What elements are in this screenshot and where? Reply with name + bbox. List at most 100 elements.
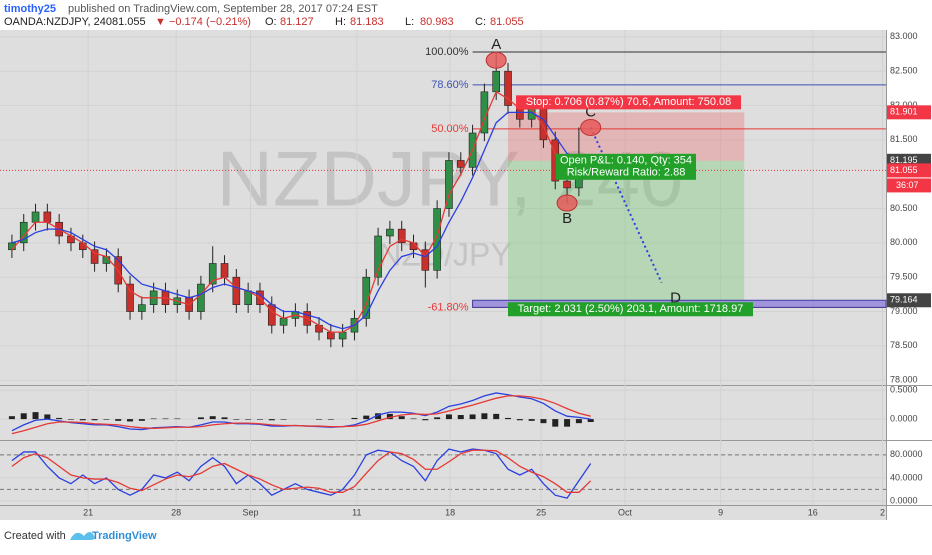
pnl-label-bg [556, 153, 697, 168]
price-tag: 81.901 [890, 107, 918, 117]
histogram-bar [245, 419, 252, 420]
histogram-bar [127, 419, 134, 422]
pattern-label: A [491, 36, 501, 53]
target-zone [508, 160, 745, 301]
stop-label: Stop: 0.706 (0.87%) 70.6, Amount: 750.08 [526, 96, 731, 108]
footer-brand[interactable]: TradingView [92, 530, 157, 542]
ohlc-value: 80.983 [420, 16, 454, 28]
fib-label: 50.00% [431, 123, 469, 135]
histogram-bar [197, 417, 204, 420]
price-tag: 79.164 [890, 295, 918, 305]
pattern-point [556, 194, 578, 212]
candle-body [208, 263, 217, 285]
histogram-bar [457, 415, 464, 420]
histogram-bar [410, 418, 417, 420]
histogram-bar [91, 419, 98, 421]
candle-body [386, 228, 394, 237]
rr-label-bg [556, 165, 697, 180]
pnl-label: Open P&L: 0.140, Qty: 354 [560, 155, 692, 167]
candle-body [126, 283, 134, 312]
histogram-bar [32, 412, 39, 420]
plot-background [0, 30, 886, 520]
y-tick-label: 82.000 [890, 100, 918, 110]
histogram-bar [256, 419, 263, 420]
pattern-point [485, 51, 507, 69]
candle-body [563, 180, 571, 189]
y-tick-label: 81.500 [890, 134, 918, 144]
histogram-bar [552, 419, 559, 427]
pattern-label: C [585, 103, 596, 120]
histogram-bar [469, 414, 476, 420]
candle-body [279, 318, 288, 326]
ohlc-label: O: [265, 16, 277, 28]
moving-average [11, 90, 591, 333]
histogram-bar [103, 419, 110, 420]
candle-body [504, 70, 512, 106]
pattern-point [580, 119, 602, 137]
candle-body [197, 283, 205, 312]
x-tick-label: 25 [536, 507, 546, 517]
ohlc-value: 81.055 [490, 16, 524, 28]
candle-body [31, 211, 40, 223]
fib-label: -61.80% [428, 301, 469, 313]
histogram-bar [528, 419, 535, 421]
x-tick-label: 18 [445, 507, 455, 517]
y-tick-label: 40.0000 [890, 472, 923, 482]
histogram-bar [67, 419, 74, 420]
histogram-bar [386, 413, 393, 420]
tradingview-logo [70, 532, 95, 540]
histogram-bar [268, 419, 275, 421]
histogram-bar [363, 415, 370, 420]
histogram-bar [575, 419, 582, 424]
candle-body [397, 228, 406, 244]
countdown-bg [887, 178, 931, 193]
ohlc-label: H: [335, 16, 346, 28]
price-tag: 81.055 [890, 165, 918, 175]
pattern-label: B [562, 210, 572, 227]
y-tick-label: 80.0000 [890, 449, 923, 459]
moving-average [11, 111, 591, 330]
candle-body [43, 211, 52, 223]
price-tag-bg [887, 105, 931, 120]
ohlc-value: 81.127 [280, 16, 314, 28]
candle-body [138, 304, 146, 312]
fib-label: 78.60% [431, 79, 469, 91]
last-price: 81.055 [112, 16, 146, 28]
histogram-bar [516, 419, 523, 421]
histogram-bar [162, 418, 169, 420]
histogram-bar [174, 418, 181, 420]
histogram-bar [445, 414, 452, 420]
published: published on TradingView.com, September … [68, 3, 378, 15]
histogram-bar [115, 419, 122, 421]
x-tick-label: 9 [718, 507, 723, 517]
y-tick-label: 78.000 [890, 375, 918, 385]
pattern-label: D [670, 290, 681, 307]
candle-body [90, 249, 99, 264]
y-tick-label: 0.0000 [890, 495, 918, 505]
y-tick-label: 80.500 [890, 203, 918, 213]
candle-body [492, 70, 501, 93]
histogram-bar [44, 414, 51, 420]
histogram-bar [56, 417, 63, 420]
ohlc-value: 81.183 [350, 16, 384, 28]
indicator-line [11, 395, 591, 435]
footer-created: Created with [4, 530, 66, 542]
price-tag-bg [887, 293, 931, 308]
y-tick-label: 79.000 [890, 306, 918, 316]
x-tick-label: Oct [618, 507, 633, 517]
projection-line [589, 127, 663, 284]
target-label-bg [508, 302, 754, 317]
y-tick-label: 0.0000 [890, 413, 918, 423]
x-tick-label: 16 [808, 507, 818, 517]
price-tag-bg [887, 163, 931, 178]
candle-body [220, 263, 229, 278]
candle-body [421, 249, 430, 271]
y-tick-label: 0.5000 [890, 384, 918, 394]
histogram-bar [327, 419, 334, 420]
fib-label: 100.00% [425, 46, 469, 58]
x-tick-label: Sep [243, 507, 259, 517]
histogram-bar [505, 417, 512, 420]
histogram-bar [138, 419, 145, 421]
x-tick-label: 21 [83, 507, 93, 517]
